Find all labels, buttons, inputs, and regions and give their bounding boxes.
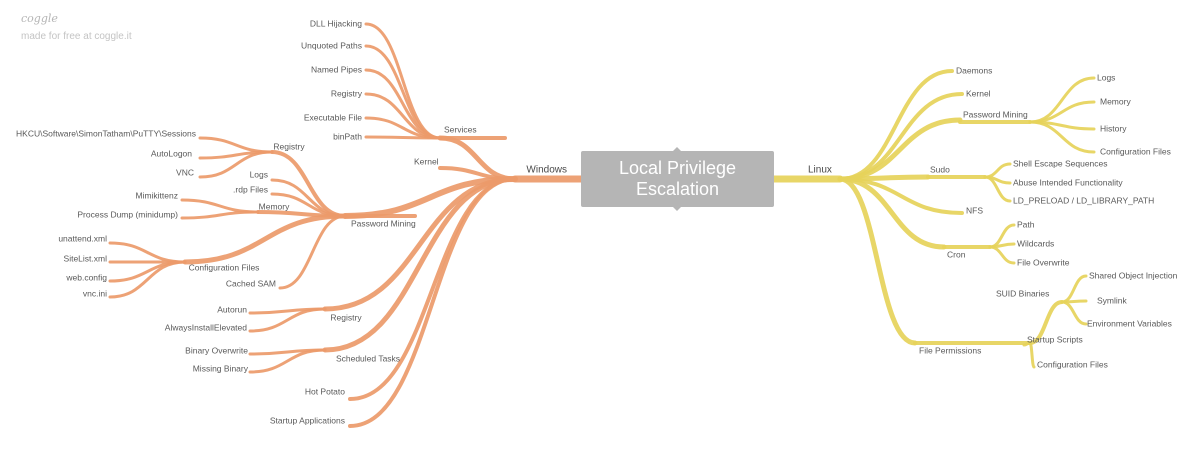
node-startup-scripts[interactable]: Startup Scripts xyxy=(1027,334,1083,345)
node-windows[interactable]: Windows xyxy=(526,164,567,176)
coggle-logo: coggle xyxy=(21,12,58,25)
node-unattend-xml[interactable]: unattend.xml xyxy=(58,233,107,244)
node-symlink[interactable]: Symlink xyxy=(1097,295,1127,306)
node-cron-file-overwrite[interactable]: File Overwrite xyxy=(1017,257,1070,268)
edge-linux-pm-leaf-3 xyxy=(1028,120,1096,154)
node-startup-applications[interactable]: Startup Applications xyxy=(269,415,345,426)
node-linux[interactable]: Linux xyxy=(808,164,832,176)
node-binpath[interactable]: binPath xyxy=(333,131,362,142)
edge-suid-leaf-0 xyxy=(1060,274,1088,304)
node-lpm-history[interactable]: History xyxy=(1100,123,1127,134)
node-environment-variables[interactable]: Environment Variables xyxy=(1087,318,1172,329)
node-lpm-logs[interactable]: Logs xyxy=(1097,72,1116,83)
node-autologon[interactable]: AutoLogon xyxy=(150,148,192,159)
edge-pm-memory-leaf-1 xyxy=(180,210,260,220)
node-windows-kernel[interactable]: Kernel xyxy=(414,156,439,167)
root-top-handle[interactable] xyxy=(673,147,681,151)
node-missing-binary[interactable]: Missing Binary xyxy=(192,363,248,374)
node-lpm-configuration-files[interactable]: Configuration Files xyxy=(1100,146,1171,157)
edge-pm-registry-leaf-0 xyxy=(198,136,274,154)
node-services-registry[interactable]: Registry xyxy=(330,88,362,99)
node-dll-hijacking[interactable]: DLL Hijacking xyxy=(309,18,362,29)
node-abuse-intended[interactable]: Abuse Intended Functionality xyxy=(1013,177,1123,188)
edge-windows-scheduled-tasks xyxy=(322,176,518,353)
node-daemons[interactable]: Daemons xyxy=(956,65,993,76)
node-sudo[interactable]: Sudo xyxy=(930,164,950,175)
node-sitelist-xml[interactable]: SiteList.xml xyxy=(63,253,107,264)
node-lpm-memory[interactable]: Memory xyxy=(1100,96,1131,107)
edge-pm-registry-leaf-2 xyxy=(198,150,274,179)
node-windows-password-mining[interactable]: Password Mining xyxy=(351,218,416,229)
node-putty-sessions[interactable]: HKCU\Software\SimonTatham\PuTTY\Sessions xyxy=(16,128,196,139)
node-fp-configuration-files[interactable]: Configuration Files xyxy=(1037,359,1108,370)
edge-linux-file-permissions xyxy=(837,176,918,346)
node-services[interactable]: Services xyxy=(444,124,477,135)
node-mimikittenz[interactable]: Mimikittenz xyxy=(135,190,178,201)
node-pm-registry[interactable]: Registry xyxy=(273,141,305,152)
node-file-permissions[interactable]: File Permissions xyxy=(919,345,982,356)
node-pm-configuration-files[interactable]: Configuration Files xyxy=(188,262,260,273)
node-hot-potato[interactable]: Hot Potato xyxy=(304,386,345,397)
edge-registry-leaf-1 xyxy=(248,307,327,333)
node-named-pipes[interactable]: Named Pipes xyxy=(310,64,362,75)
node-cron-path[interactable]: Path xyxy=(1017,219,1035,230)
root-title-line1: Local Privilege xyxy=(618,158,737,178)
node-linux-kernel[interactable]: Kernel xyxy=(966,88,991,99)
edge-services-leaf-5 xyxy=(364,135,442,140)
node-cached-sam[interactable]: Cached SAM xyxy=(225,278,276,289)
edge-windows-startup-apps xyxy=(348,177,517,428)
edge-fp-config-files xyxy=(1028,341,1036,369)
edge-services-leaf-3 xyxy=(364,92,442,140)
node-scheduled-tasks[interactable]: Scheduled Tasks xyxy=(335,353,401,364)
edge-services-leaf-1 xyxy=(364,44,442,140)
node-windows-registry[interactable]: Registry xyxy=(330,312,362,323)
node-shared-object-injection[interactable]: Shared Object Injection xyxy=(1089,270,1178,281)
edge-linux-sudo-leaf-2 xyxy=(983,175,1012,203)
edge-linux-pm-leaf-0 xyxy=(1028,76,1096,124)
node-shell-escape[interactable]: Shell Escape Sequences xyxy=(1013,158,1108,169)
node-nfs[interactable]: NFS xyxy=(966,205,983,216)
node-cron-wildcards[interactable]: Wildcards xyxy=(1017,238,1055,249)
root-bottom-handle[interactable] xyxy=(673,207,681,211)
edge-linux-cron-leaf-2 xyxy=(988,245,1016,265)
made-with-coggle[interactable]: made for free at coggle.it xyxy=(21,31,132,42)
node-executable-file[interactable]: Executable File xyxy=(303,112,362,123)
node-suid-binaries[interactable]: SUID Binaries xyxy=(996,288,1050,299)
node-rdp-files[interactable]: .rdp Files xyxy=(233,184,268,195)
edge-fp-suid xyxy=(1028,300,1064,345)
edge-pm-config xyxy=(182,213,348,265)
node-pm-logs[interactable]: Logs xyxy=(249,169,268,180)
root-node[interactable]: Local Privilege Escalation xyxy=(581,151,774,207)
node-pm-memory[interactable]: Memory xyxy=(258,201,290,212)
node-web-config[interactable]: web.config xyxy=(66,272,107,283)
node-cron[interactable]: Cron xyxy=(947,249,966,260)
node-binary-overwrite[interactable]: Binary Overwrite xyxy=(185,345,248,356)
node-process-dump[interactable]: Process Dump (minidump) xyxy=(77,209,178,220)
edge-services-leaf-0 xyxy=(364,22,442,140)
edge-pm-cached-sam xyxy=(278,214,347,290)
node-linux-password-mining[interactable]: Password Mining xyxy=(963,109,1028,120)
node-autorun[interactable]: Autorun xyxy=(217,304,247,315)
node-ld-preload[interactable]: LD_PRELOAD / LD_LIBRARY_PATH xyxy=(1013,195,1155,206)
edge-suid-leaf-2 xyxy=(1060,300,1088,326)
edge-linux-sudo-leaf-0 xyxy=(983,162,1012,179)
edge-pm-config-leaf-0 xyxy=(108,241,187,264)
edge-pm-config-leaf-3 xyxy=(108,260,187,299)
node-vnc-ini[interactable]: vnc.ini xyxy=(82,288,107,299)
edge-pm-memory-leaf-0 xyxy=(180,198,260,214)
node-always-install-elevated[interactable]: AlwaysInstallElevated xyxy=(164,322,247,333)
root-title-line2: Escalation xyxy=(635,179,720,199)
edge-scheduled-leaf-1 xyxy=(248,348,327,374)
node-vnc[interactable]: VNC xyxy=(176,167,194,178)
edge-linux-cron xyxy=(837,176,947,250)
node-unquoted-paths[interactable]: Unquoted Paths xyxy=(301,40,362,51)
